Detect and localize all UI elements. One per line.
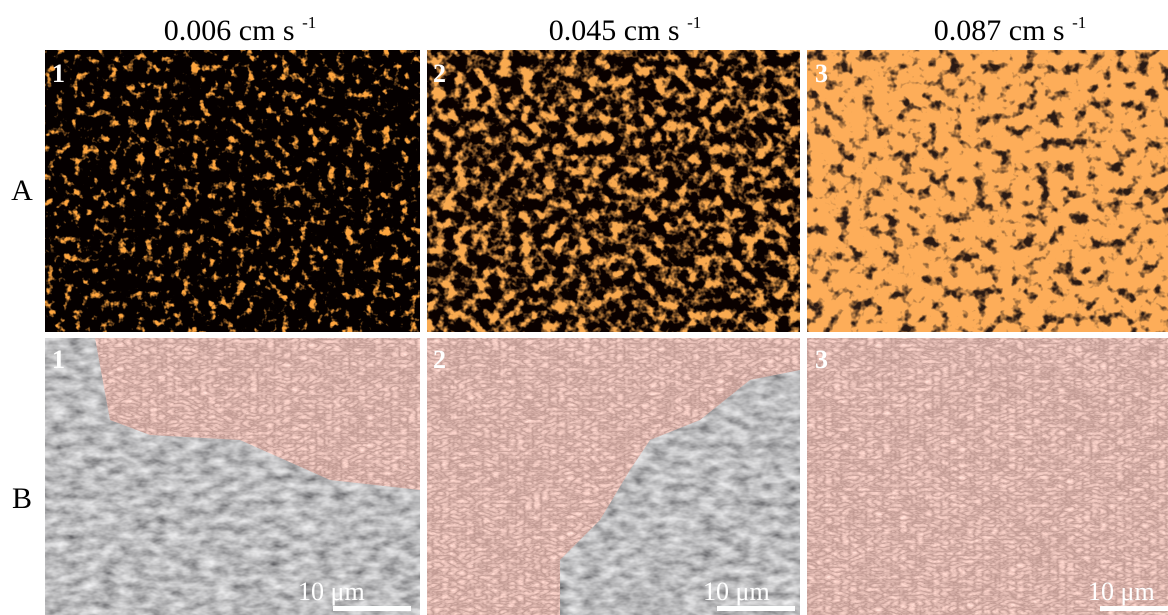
scale-bar-label: 10 μm [298,577,365,606]
sem-panels [45,338,1168,615]
scale-bar-label: 10 μm [703,577,770,606]
panel-texture [45,50,420,332]
panel-number: 3 [815,345,828,374]
scale-bar [333,606,411,611]
panel-number: 1 [52,345,65,374]
row-label: A [11,174,33,207]
column-header: 0.006 cm s -1 [164,13,317,47]
panel-number: 2 [433,59,446,88]
panel-number: 3 [815,59,828,88]
panel-number: 1 [52,59,65,88]
panel-number: 2 [433,345,446,374]
panel-texture [807,50,1168,332]
scale-bar [1100,606,1168,611]
column-header: 0.087 cm s -1 [934,13,1087,47]
panel [807,338,1168,615]
column-header: 0.045 cm s -1 [549,13,702,47]
fluorescence-panels [45,50,1168,332]
panel-texture [427,50,800,332]
scale-bar-label: 10 μm [1088,577,1155,606]
scale-bar [717,606,795,611]
row-label: B [12,482,32,515]
